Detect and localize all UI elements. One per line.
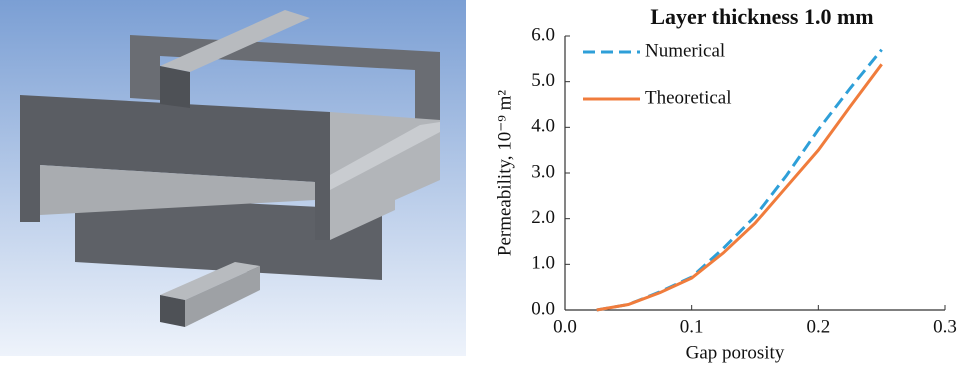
- page: Layer thickness 1.0 mm Gap porosity Perm…: [0, 0, 967, 373]
- y-tick-label: 6.0: [531, 24, 555, 45]
- y-tick-label: 5.0: [531, 70, 555, 91]
- x-axis-label: Gap porosity: [686, 342, 785, 363]
- chart-title: Layer thickness 1.0 mm: [650, 4, 873, 29]
- y-tick-label: 2.0: [531, 207, 555, 228]
- x-tick-label: 0.3: [933, 316, 957, 337]
- y-tick-label: 4.0: [531, 116, 555, 137]
- y-tick-label: 3.0: [531, 161, 555, 182]
- y-tick-label: 0.0: [531, 298, 555, 319]
- y-tick-label: 1.0: [531, 253, 555, 274]
- cad-render: [0, 0, 466, 356]
- legend-label: Numerical: [645, 40, 725, 61]
- line-series: [597, 50, 882, 310]
- legend-label: Theoretical: [645, 87, 732, 108]
- x-tick-label: 0.2: [806, 316, 830, 337]
- bar-front: [160, 295, 185, 327]
- ridge-front: [160, 66, 190, 108]
- x-tick-label: 0.1: [680, 316, 704, 337]
- figure: Layer thickness 1.0 mm Gap porosity Perm…: [0, 0, 967, 373]
- x-tick-label: 0.0: [553, 316, 577, 337]
- y-axis-label: Permeability, 10⁻⁹ m²: [494, 90, 515, 257]
